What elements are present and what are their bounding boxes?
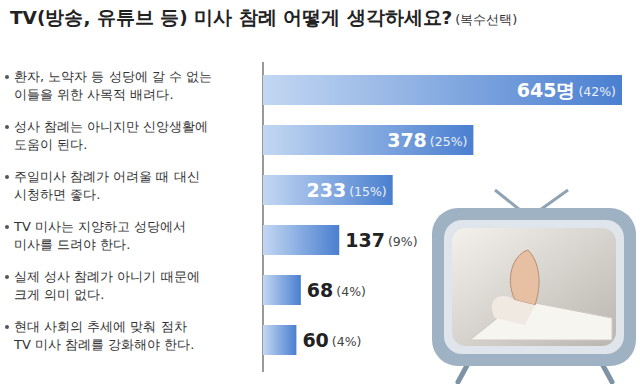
bar	[263, 175, 393, 205]
title: TV(방송, 유튜브 등) 미사 참례 어떻게 생각하세요?	[10, 7, 452, 28]
category-line: 이들을 위한 사목적 배려다.	[14, 87, 174, 102]
value-label: 233	[306, 179, 346, 201]
share-label: (9%)	[388, 234, 418, 249]
chart: TV(방송, 유튜브 등) 미사 참례 어떻게 생각하세요?(복수선택) 환자, …	[0, 0, 640, 384]
category-label: 실제 성사 참례가 아니기 때문에크게 의미 없다.	[14, 269, 200, 302]
bullet	[5, 75, 9, 79]
category-line: 시청하면 좋다.	[14, 187, 100, 202]
bullet	[5, 325, 9, 329]
category-line: 성사 참례는 아니지만 신앙생활에	[14, 119, 208, 134]
category-line: 현대 사회의 추세에 맞춰 점차	[14, 319, 187, 334]
tv-illustration	[432, 190, 636, 382]
value-label: 68	[307, 279, 333, 301]
tv-antenna	[540, 190, 568, 210]
bullet	[5, 225, 9, 229]
tv-body	[432, 208, 636, 366]
share-label: (4%)	[332, 334, 362, 349]
bullet	[5, 125, 9, 129]
tv-antenna	[495, 190, 520, 210]
category-label: 현대 사회의 추세에 맞춰 점차 TV 미사 참례를 강화해야 한다.	[13, 319, 195, 352]
share-label: (4%)	[336, 284, 366, 299]
category-label: TV 미사는 지양하고 성당에서미사를 드려야 한다.	[13, 219, 186, 252]
data-label: 645명(42%)	[517, 79, 616, 101]
bar	[263, 75, 622, 105]
category-label: 성사 참례는 아니지만 신앙생활에도움이 된다.	[14, 119, 208, 152]
bar	[263, 325, 296, 355]
value-label: 378	[387, 129, 427, 151]
data-label: 137(9%)	[345, 229, 417, 251]
category-line: 크게 의미 없다.	[14, 287, 104, 302]
book	[470, 300, 612, 340]
bullet	[5, 275, 9, 279]
bar	[263, 225, 339, 255]
bullet	[5, 175, 9, 179]
data-label: 378(25%)	[387, 129, 467, 151]
category-line: 미사를 드려야 한다.	[14, 237, 130, 252]
plot-area	[263, 75, 622, 355]
category-line: TV 미사는 지양하고 성당에서	[13, 219, 186, 234]
labels: 환자, 노약자 등 성당에 갈 수 없는이들을 위한 사목적 배려다.645명(…	[5, 69, 616, 352]
category-line: TV 미사 참례를 강화해야 한다.	[13, 337, 195, 352]
tv-screen	[452, 228, 616, 346]
sleeve	[492, 296, 535, 325]
share-label: (15%)	[349, 184, 387, 199]
value-label: 137	[345, 229, 385, 251]
category-line: 실제 성사 참례가 아니기 때문에	[14, 269, 200, 284]
share-label: (42%)	[578, 84, 616, 99]
category-label: 환자, 노약자 등 성당에 갈 수 없는이들을 위한 사목적 배려다.	[14, 69, 212, 102]
hands	[510, 250, 539, 305]
category-label: 주일미사 참례가 어려울 때 대신시청하면 좋다.	[14, 169, 200, 202]
category-line: 주일미사 참례가 어려울 때 대신	[14, 169, 200, 184]
category-line: 환자, 노약자 등 성당에 갈 수 없는	[14, 69, 212, 84]
tv-bezel	[444, 220, 624, 354]
category-line: 도움이 된다.	[14, 137, 87, 152]
share-label: (25%)	[430, 134, 468, 149]
data-label: 60 (4%)	[302, 329, 361, 351]
subtitle: (복수선택)	[455, 12, 517, 27]
data-label: 233(15%)	[306, 179, 386, 201]
bar	[263, 125, 473, 155]
value-label: 645명	[517, 79, 576, 101]
value-label: 60	[302, 329, 328, 351]
data-label: 68(4%)	[307, 279, 366, 301]
bar	[263, 275, 301, 305]
